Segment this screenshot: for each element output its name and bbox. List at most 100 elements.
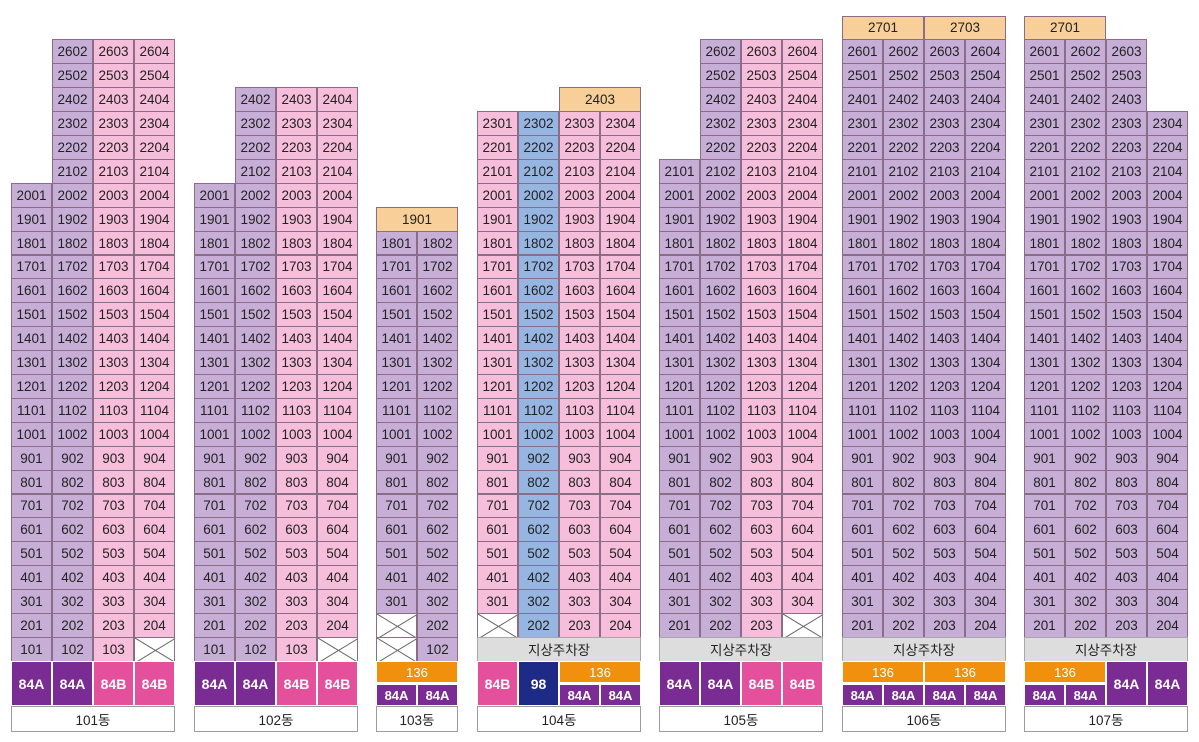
unit-cell: 1301 [1024,350,1065,375]
unit-cell: 1604 [317,278,358,304]
empty-unit-cell [376,613,417,638]
unit-cell: 903 [276,445,317,471]
unit-cell: 1803 [276,230,317,256]
unit-cell: 103 [93,637,134,662]
unit-cell: 2001 [477,182,518,208]
unit-cell: 202 [52,613,93,638]
unit-cell: 1601 [11,278,52,304]
unit-cell: 2001 [194,182,235,208]
unit-cell: 701 [376,493,417,519]
unit-cell: 1702 [417,254,458,280]
unit-cell: 1402 [518,326,559,352]
unit-cell: 1601 [376,278,417,304]
unit-cell: 1403 [93,326,134,352]
unit-cell: 2204 [600,135,641,160]
unit-cell: 504 [965,541,1006,567]
unit-cell: 402 [700,565,741,591]
unit-cell: 704 [134,493,175,519]
unit-cell: 2004 [965,182,1006,208]
parking-lot-label: 지상주차장 [477,637,641,662]
unit-cell: 1501 [376,302,417,328]
empty-unit-cell [317,637,358,662]
unit-cell: 704 [317,493,358,519]
unit-cell: 1103 [741,397,782,423]
unit-cell: 403 [1106,565,1147,591]
unit-cell: 701 [659,493,700,519]
unit-cell: 2001 [659,182,700,208]
parking-lot-label: 지상주차장 [659,637,823,662]
empty-unit-cell [782,613,823,638]
unit-cell: 503 [559,541,600,567]
unit-cell: 2002 [883,182,924,208]
unit-cell: 2402 [52,87,93,113]
unit-cell: 2203 [924,135,965,160]
building-name-label: 106동 [842,706,1006,732]
unit-type-badge: 84A [659,661,700,706]
unit-cell: 1503 [559,302,600,328]
unit-cell: 604 [317,517,358,543]
unit-cell: 1201 [376,374,417,399]
unit-cell: 1002 [700,421,741,447]
unit-cell: 1701 [376,254,417,280]
unit-cell: 1203 [1106,374,1147,399]
unit-type-badge: 84B [317,661,358,706]
unit-cell: 2402 [1065,87,1106,113]
unit-cell: 2102 [1065,158,1106,184]
unit-cell: 2403 [1106,87,1147,113]
unit-cell: 803 [924,469,965,495]
unit-cell: 1804 [965,230,1006,256]
unit-type-badge: 84A [1147,661,1188,706]
unit-cell: 1301 [659,350,700,375]
unit-cell: 1801 [477,230,518,256]
unit-cell: 1903 [1106,206,1147,232]
unit-cell: 403 [276,565,317,591]
unit-cell: 901 [194,445,235,471]
unit-cell: 2204 [965,135,1006,160]
unit-cell: 1202 [235,374,276,399]
unit-cell: 801 [477,469,518,495]
unit-cell: 702 [700,493,741,519]
unit-cell: 1102 [883,397,924,423]
unit-cell: 501 [477,541,518,567]
unit-cell: 504 [134,541,175,567]
empty-unit-cell [376,637,417,662]
unit-cell: 1102 [518,397,559,423]
unit-cell: 901 [659,445,700,471]
unit-cell: 802 [1065,469,1106,495]
unit-cell: 2303 [559,111,600,136]
unit-cell: 502 [883,541,924,567]
unit-cell: 1003 [559,421,600,447]
unit-cell: 1404 [1147,326,1188,352]
unit-cell: 301 [1024,589,1065,614]
unit-cell: 2602 [52,39,93,65]
unit-cell: 601 [376,517,417,543]
unit-cell: 1703 [276,254,317,280]
unit-cell: 1403 [1106,326,1147,352]
unit-cell: 2202 [235,135,276,160]
unit-cell: 601 [1024,517,1065,543]
unit-cell: 2503 [924,63,965,89]
unit-cell: 201 [11,613,52,638]
unit-cell: 2502 [700,63,741,89]
unit-cell: 202 [417,613,458,638]
unit-cell: 202 [883,613,924,638]
unit-cell: 203 [741,613,782,638]
unit-cell: 1102 [235,397,276,423]
unit-cell: 701 [194,493,235,519]
unit-cell: 1501 [11,302,52,328]
unit-cell: 2003 [559,182,600,208]
unit-cell: 1404 [134,326,175,352]
unit-type-badge: 84A [965,684,1006,706]
unit-cell: 1101 [659,397,700,423]
unit-cell: 1101 [376,397,417,423]
unit-cell: 1202 [518,374,559,399]
unit-cell: 2603 [741,39,782,65]
unit-cell: 1804 [600,230,641,256]
unit-cell: 702 [52,493,93,519]
unit-cell: 603 [741,517,782,543]
unit-cell: 2101 [477,158,518,184]
unit-cell: 2103 [93,158,134,184]
unit-cell: 1103 [924,397,965,423]
unit-cell: 2503 [1106,63,1147,89]
unit-cell: 1901 [477,206,518,232]
